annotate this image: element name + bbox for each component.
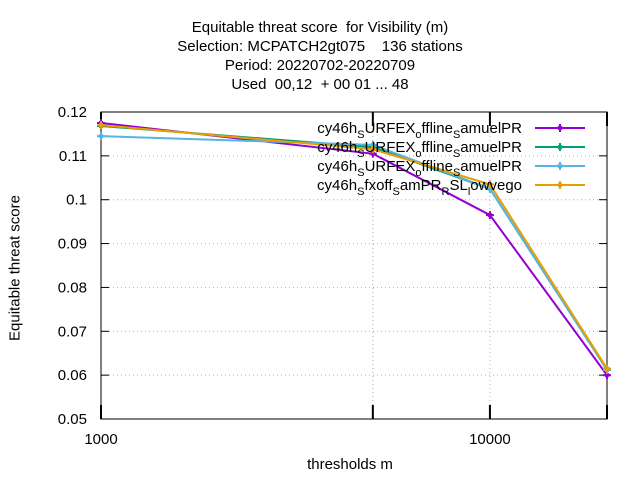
- point-marker-dot: [487, 181, 493, 187]
- point-marker-dot: [604, 372, 610, 378]
- y-tick-label: 0.05: [58, 411, 87, 428]
- legend-text: amuelPR: [460, 158, 522, 175]
- legend-text: cy46h: [317, 158, 357, 175]
- legend-text: fxoff: [364, 177, 393, 194]
- series-line-1: [100, 121, 608, 376]
- y-axis-label: Equitable threat score: [6, 195, 24, 341]
- chart-title-line-3: Period: 20220702-20220709: [224, 57, 416, 74]
- legend-label-4: cy46hSfxoffSamPRRSLlowvego: [317, 177, 522, 198]
- legend-text: URFEX: [365, 139, 416, 156]
- legend-subscript: o: [415, 167, 421, 179]
- legend-text: owvego: [470, 177, 522, 194]
- legend-text: URFEX: [365, 158, 416, 175]
- point-marker-dot: [604, 366, 610, 372]
- legend-subscript: l: [468, 186, 470, 198]
- point-marker-dot: [370, 151, 376, 157]
- point-marker-dot: [98, 122, 104, 128]
- point-marker-dot: [98, 133, 104, 139]
- legend-subscript: S: [357, 148, 364, 160]
- chart-title-line-1: Equitable threat score for Visibility (m…: [191, 19, 449, 36]
- series-4-point: [603, 364, 611, 373]
- legend-text: ffline: [422, 120, 453, 137]
- legend-text: cy46h: [317, 139, 357, 156]
- legend-text: ffline: [422, 139, 453, 156]
- series-1-point: [485, 211, 494, 220]
- series-4-point: [97, 121, 105, 130]
- y-tick-label: 0.1: [66, 192, 87, 209]
- legend-label-3: cy46hSURFEXofflineSamuelPR: [317, 158, 522, 179]
- legend-text: URFEX: [365, 120, 416, 137]
- legend-text: amPR: [400, 177, 442, 194]
- x-axis-label: thresholds m: [307, 456, 393, 473]
- legend-subscript: o: [415, 148, 421, 160]
- legend-text: cy46h: [317, 120, 357, 137]
- legend-text: SL: [449, 177, 467, 194]
- legend-text: amuelPR: [460, 120, 522, 137]
- chart-title-line-2: Selection: MCPATCH2gt075 136 stations: [177, 38, 463, 55]
- legend-subscript: S: [357, 129, 364, 141]
- legend-text: cy46h: [317, 177, 357, 194]
- legend-label-1: cy46hSURFEXofflineSamuelPR: [317, 120, 522, 141]
- legend-subscript: o: [415, 129, 421, 141]
- series-4-point: [368, 145, 377, 154]
- y-tick-label: 0.08: [58, 279, 87, 296]
- legend-subscript: S: [453, 129, 460, 141]
- y-tick-label: 0.07: [58, 323, 87, 340]
- plot-border: [100, 111, 608, 420]
- legend-marker-dot: [557, 125, 563, 131]
- legend-subscript: S: [357, 167, 364, 179]
- legend-marker-dot: [557, 144, 563, 150]
- series-3-point: [97, 132, 105, 141]
- legend-subscript: R: [442, 186, 450, 198]
- legend-label-2: cy46hSURFEXofflineSamuelPR: [317, 139, 522, 160]
- legend-subscript: S: [357, 186, 364, 198]
- legend-subscript: S: [453, 167, 460, 179]
- x-tick-label: 1000: [84, 431, 117, 448]
- y-tick-label: 0.09: [58, 236, 87, 253]
- y-tick-label: 0.06: [58, 367, 87, 384]
- legend-subscript: S: [393, 186, 400, 198]
- legend-marker-dot: [557, 163, 563, 169]
- y-tick-label: 0.12: [58, 104, 87, 121]
- legend-marker-dot: [557, 182, 563, 188]
- legend-text: ffline: [422, 158, 453, 175]
- x-tick-label: 10000: [469, 431, 511, 448]
- series-line-4: [100, 124, 608, 370]
- series-4-point: [485, 180, 494, 189]
- point-marker-dot: [370, 146, 376, 152]
- legend-subscript: S: [453, 148, 460, 160]
- legend-text: amuelPR: [460, 139, 522, 156]
- point-marker-dot: [487, 212, 493, 218]
- point-marker-dot: [370, 142, 376, 148]
- chart-title-line-4: Used 00,12 + 00 01 ... 48: [231, 76, 409, 93]
- y-tick-label: 0.11: [59, 148, 87, 165]
